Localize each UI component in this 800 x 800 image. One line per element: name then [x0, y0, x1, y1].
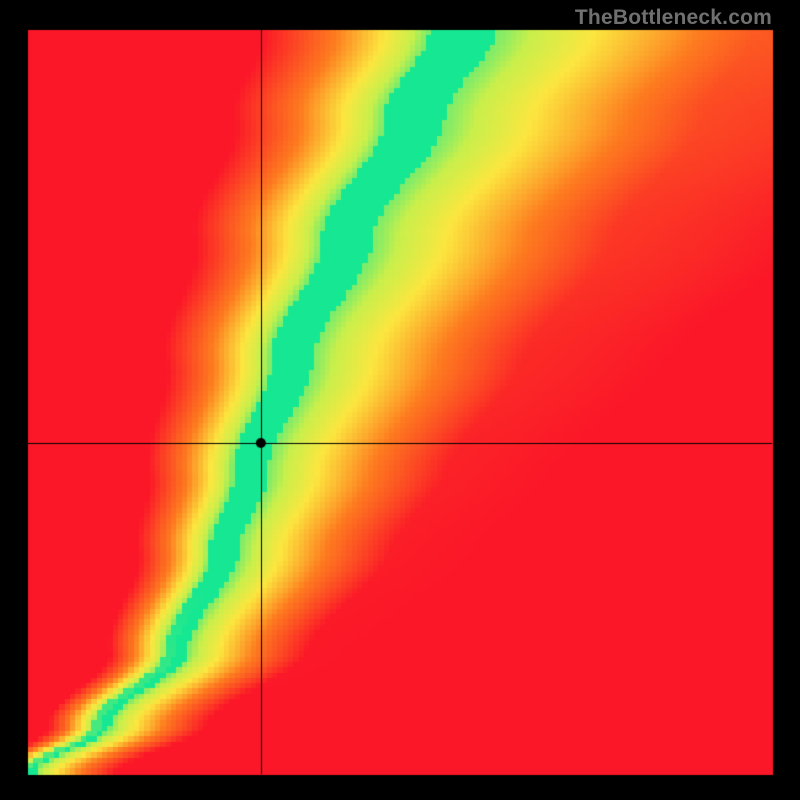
heatmap-canvas — [0, 0, 800, 800]
chart-container: TheBottleneck.com — [0, 0, 800, 800]
watermark-text: TheBottleneck.com — [575, 6, 772, 30]
